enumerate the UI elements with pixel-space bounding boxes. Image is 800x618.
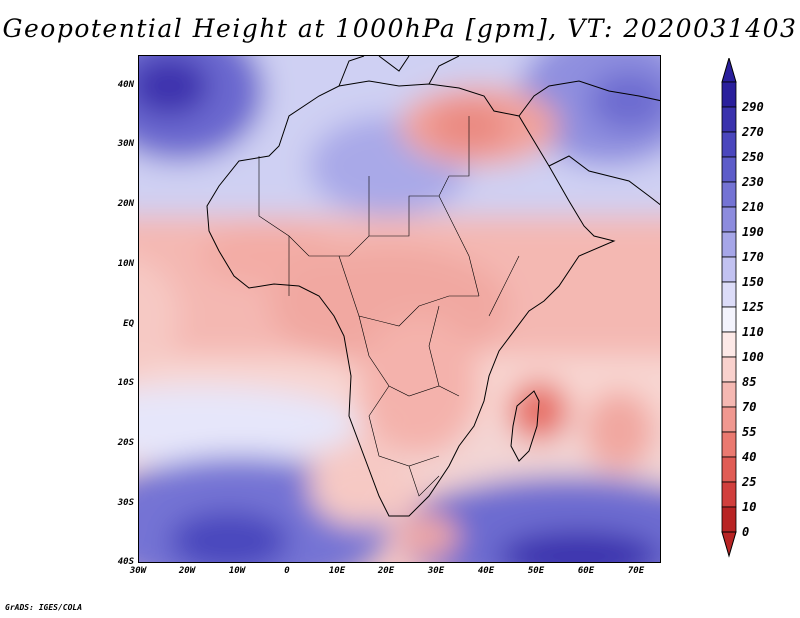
colorbar-label: 190 <box>742 225 764 239</box>
lon-label: 0 <box>284 566 290 576</box>
colorbar-label: 110 <box>742 325 764 339</box>
colorbar-label: 230 <box>742 175 764 189</box>
colorbar-segment <box>721 181 737 208</box>
colorbar-segment <box>721 456 737 483</box>
colorbar-label: 210 <box>742 200 764 214</box>
lon-label: 50E <box>527 566 545 576</box>
lat-label: 20N <box>117 199 134 209</box>
colorbar-segment <box>721 381 737 408</box>
colorbar-label: 40 <box>742 450 757 464</box>
colorbar-label: 290 <box>742 100 764 114</box>
colorbar-segment <box>721 306 737 333</box>
colorbar-segment <box>721 481 737 508</box>
colorbar-segment <box>721 406 737 433</box>
colorbar-segment <box>721 256 737 283</box>
lat-label: 40N <box>117 80 134 90</box>
lat-label: EQ <box>123 319 134 329</box>
lon-label: 60E <box>577 566 595 576</box>
colorbar-label: 25 <box>742 475 757 489</box>
lon-label: 10W <box>228 566 246 576</box>
colorbar-label: 0 <box>742 525 750 539</box>
chart-title: Geopotential Height at 1000hPa [gpm], VT… <box>2 14 798 43</box>
colorbar-label: 100 <box>742 350 764 364</box>
colorbar-segment <box>721 81 737 108</box>
lon-label: 30W <box>129 566 147 576</box>
colorbar-label: 150 <box>742 275 764 289</box>
colorbar-cap-top <box>721 58 737 83</box>
colorbar-label: 10 <box>742 500 757 514</box>
colorbar-segment <box>721 331 737 358</box>
colorbar-label: 70 <box>742 400 757 414</box>
lat-label: 20S <box>117 438 134 448</box>
lat-label: 10N <box>117 259 134 269</box>
colorbar-segment <box>721 106 737 133</box>
lat-label: 30N <box>117 139 134 149</box>
height-field-map <box>139 56 660 562</box>
lon-label: 10E <box>328 566 346 576</box>
colorbar-segment <box>721 206 737 233</box>
colorbar-segment <box>721 231 737 258</box>
colorbar-segment <box>721 431 737 458</box>
lat-label: 30S <box>117 498 134 508</box>
colorbar-segment <box>721 356 737 383</box>
lon-label: 20W <box>178 566 196 576</box>
country-borders <box>258 116 520 497</box>
colorbar-cap-bottom <box>721 531 737 558</box>
credit-text: GrADS: IGES/COLA <box>5 603 83 612</box>
colorbar-segment <box>721 156 737 183</box>
lon-label: 30E <box>427 566 445 576</box>
field-shading <box>139 56 660 562</box>
lon-label: 20E <box>377 566 395 576</box>
lon-label: 70E <box>627 566 645 576</box>
colorbar-segment <box>721 131 737 158</box>
colorbar-label: 55 <box>742 425 757 439</box>
colorbar-segment <box>721 506 737 533</box>
colorbar-label: 125 <box>742 300 764 314</box>
map-panel <box>138 55 661 563</box>
colorbar <box>721 58 737 558</box>
colorbar-label: 250 <box>742 150 764 164</box>
coastlines <box>206 56 660 517</box>
lat-label: 10S <box>117 378 134 388</box>
colorbar-segment <box>721 281 737 308</box>
lat-label: 40S <box>117 557 134 567</box>
colorbar-label: 85 <box>742 375 757 389</box>
colorbar-label: 270 <box>742 125 764 139</box>
colorbar-label: 170 <box>742 250 764 264</box>
lon-label: 40E <box>477 566 495 576</box>
